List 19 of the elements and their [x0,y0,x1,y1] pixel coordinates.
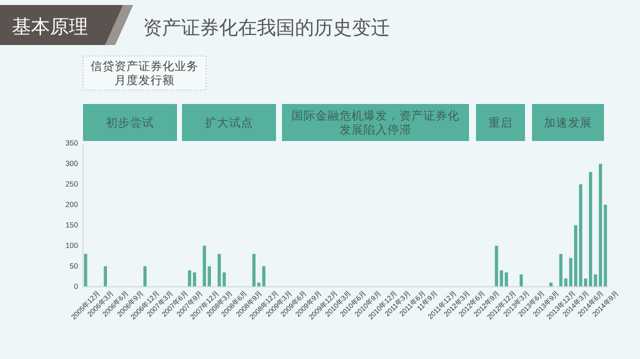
bar [104,266,108,287]
bar [598,164,602,287]
bar [604,204,608,287]
text: 初步尝试 [106,116,154,130]
text: 扩大试点 [205,116,253,130]
bar [252,254,256,287]
chart-title: 资产证券化在我国的历史变迁 [143,17,390,39]
text: 国际金融危机爆发，资产证券化发展陷入停滞 [292,108,460,137]
bar [494,246,498,287]
bar [588,172,592,287]
text: 重启 [488,116,512,130]
bar [520,274,523,287]
text: 加速发展 [544,116,592,130]
y-axis-title: 信贷资产证券化业务月度发行额 [90,58,198,88]
bar [202,246,206,287]
bar [143,266,147,287]
bar [208,266,211,287]
bar [84,254,88,287]
text: 基本原理 [12,16,88,38]
